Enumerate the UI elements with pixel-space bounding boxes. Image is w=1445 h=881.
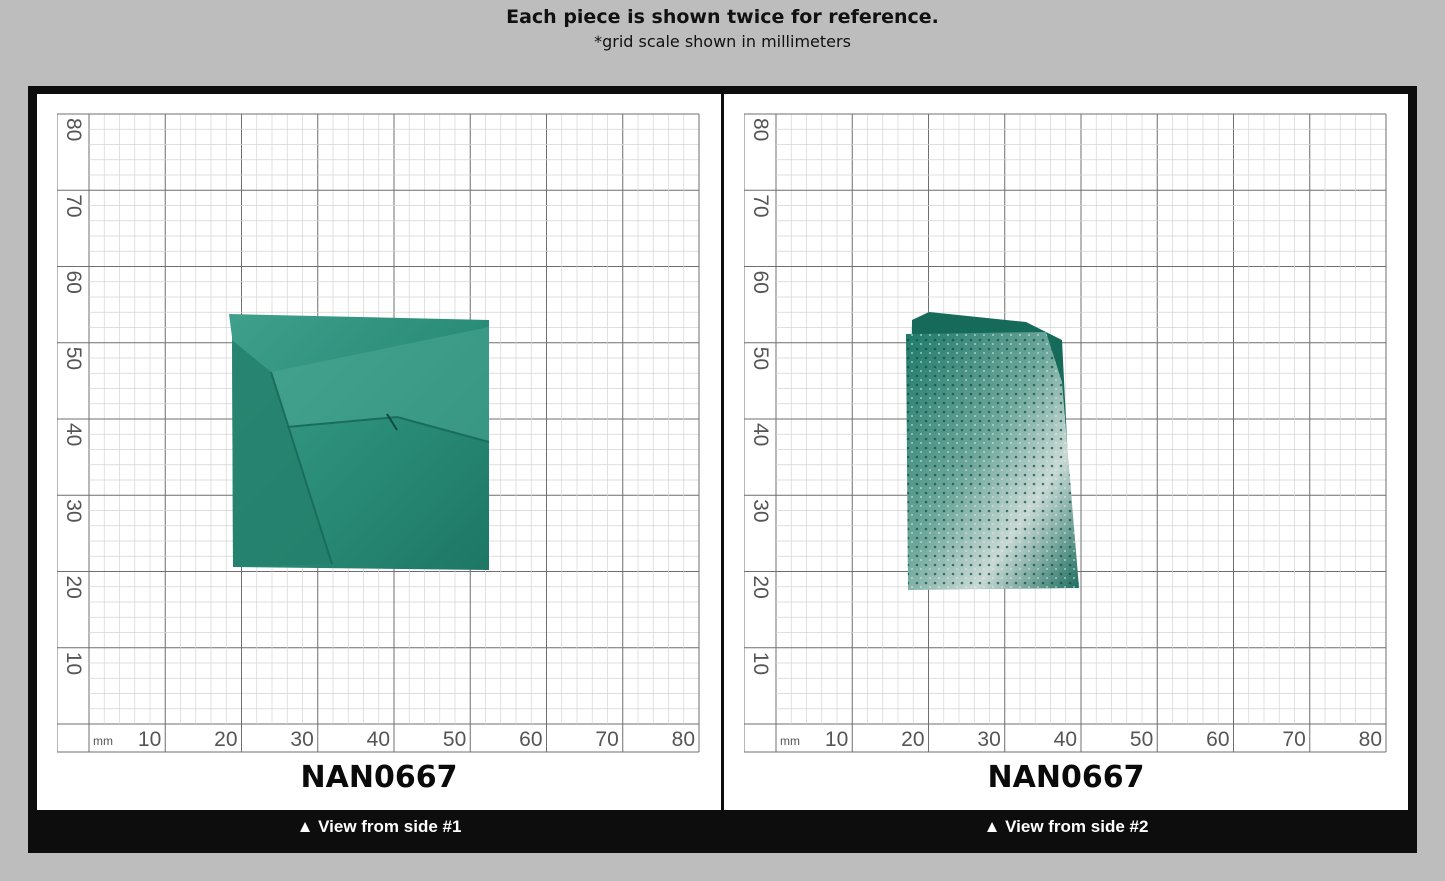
y-axis-labels: 10 20 30 40 50 60 70 80 [749,118,772,675]
y-axis-labels: 10 20 30 40 50 60 70 80 [62,118,85,675]
x-tick-label: 10 [138,728,161,751]
specimen-id: NAN0667 [300,760,458,795]
x-axis-labels: 10 20 30 40 50 60 70 80 [138,728,695,751]
x-tick-label: 40 [1054,728,1077,751]
y-tick-label: 60 [62,271,85,294]
view-panel-side-1: 10 20 30 40 50 60 70 80 10 20 30 40 50 60 70 80 mm NAN… [37,94,721,810]
x-tick-label: 60 [1206,728,1229,751]
y-tick-label: 50 [62,347,85,370]
x-tick-label: 50 [1130,728,1153,751]
grid-lines [57,113,700,753]
view-panel-side-2: 10 20 30 40 50 60 70 80 10 20 30 40 50 60 70 80 mm NAN… [724,94,1408,810]
y-tick-label: 80 [749,118,772,141]
y-tick-label: 20 [749,576,772,599]
unit-label: mm [780,734,800,748]
x-tick-label: 70 [595,728,618,751]
y-tick-label: 80 [62,118,85,141]
x-tick-label: 20 [214,728,237,751]
page-subtitle: *grid scale shown in millimeters [594,32,851,51]
y-tick-label: 70 [62,194,85,217]
y-tick-label: 10 [749,652,772,675]
x-tick-label: 30 [977,728,1000,751]
mm-grid: 10 20 30 40 50 60 70 80 10 20 30 40 50 60 70 80 mm [744,112,1388,760]
x-tick-label: 30 [290,728,313,751]
x-tick-label: 10 [825,728,848,751]
mm-grid: 10 20 30 40 50 60 70 80 10 20 30 40 50 60 70 80 mm [57,112,701,760]
grid-svg: 10 20 30 40 50 60 70 80 10 20 30 40 50 60 70 80 mm [744,113,1387,753]
page-title: Each piece is shown twice for reference. [506,6,939,28]
specimen-photo [906,312,1079,590]
x-tick-label: 50 [443,728,466,751]
y-tick-label: 30 [62,499,85,522]
specimen-photo [229,314,490,570]
x-tick-label: 80 [1359,728,1382,751]
y-tick-label: 30 [749,499,772,522]
photo-frame: 10 20 30 40 50 60 70 80 10 20 30 40 50 60 70 80 mm NAN… [28,86,1417,853]
grid-svg: 10 20 30 40 50 60 70 80 10 20 30 40 50 60 70 80 mm [57,113,700,753]
x-tick-label: 60 [519,728,542,751]
y-tick-label: 60 [749,271,772,294]
y-tick-label: 10 [62,652,85,675]
y-tick-label: 20 [62,576,85,599]
y-tick-label: 50 [749,347,772,370]
x-tick-label: 20 [901,728,924,751]
x-tick-label: 80 [672,728,695,751]
y-tick-label: 40 [749,423,772,446]
specimen-id: NAN0667 [987,760,1145,795]
view-caption-side-2: ▲ View from side #2 [983,817,1149,836]
page-header: Each piece is shown twice for reference.… [0,0,1445,86]
x-axis-labels: 10 20 30 40 50 60 70 80 [825,728,1382,751]
unit-label: mm [93,734,113,748]
y-tick-label: 40 [62,423,85,446]
x-tick-label: 70 [1282,728,1305,751]
view-caption-side-1: ▲ View from side #1 [296,817,462,836]
x-tick-label: 40 [367,728,390,751]
grid-lines [744,113,1387,753]
y-tick-label: 70 [749,194,772,217]
